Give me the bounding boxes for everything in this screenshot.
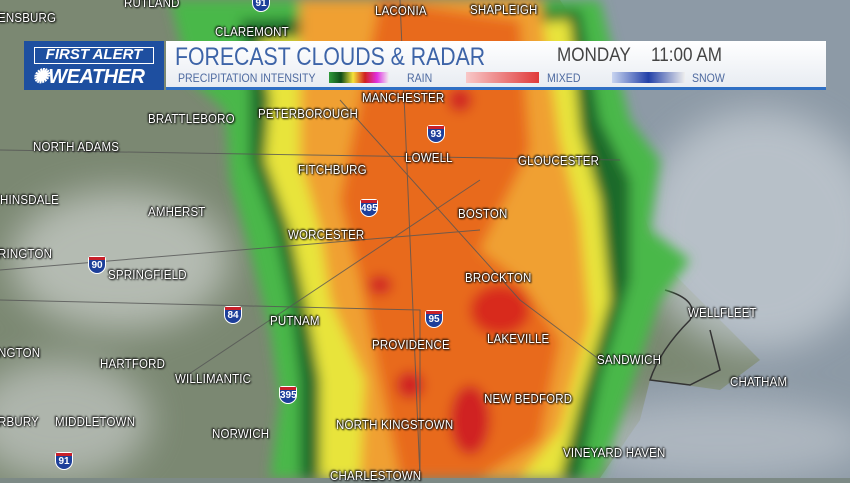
city-label: RBURY <box>0 415 39 429</box>
city-label: BOSTON <box>458 207 508 221</box>
legend-rain: RAIN <box>407 71 433 85</box>
city-label: LOWELL <box>405 151 453 165</box>
city-label: AMHERST <box>148 205 206 219</box>
forecast-day: MONDAY <box>557 45 631 66</box>
forecast-time: 11:00 AM <box>651 45 722 66</box>
highway-shield: 84 <box>224 306 242 324</box>
city-label: MANCHESTER <box>362 91 445 105</box>
cape-cod-coastline <box>648 289 721 386</box>
banner-title: FORECAST CLOUDS & RADAR <box>175 43 486 71</box>
city-label: BRATTLEBORO <box>148 112 235 126</box>
city-label: CHARLESTOWN <box>330 469 422 483</box>
city-label: HARTFORD <box>100 357 166 371</box>
city-label: NORTH KINGSTOWN <box>336 418 454 432</box>
city-label: PUTNAM <box>270 314 320 328</box>
city-label: PETERBOROUGH <box>258 107 358 121</box>
rain-scale <box>329 72 389 83</box>
logo-line1: FIRST ALERT <box>34 47 154 64</box>
snow-scale <box>612 72 685 83</box>
logo-line2-text: WEATHER <box>48 66 145 88</box>
city-label: WELLFLEET <box>688 306 757 320</box>
city-label: CHATHAM <box>730 375 788 389</box>
legend-label: PRECIPITATION INTENSITY <box>178 71 316 85</box>
mixed-scale <box>466 72 539 83</box>
city-label: BROCKTON <box>465 271 532 285</box>
city-label: NEW BEDFORD <box>484 392 573 406</box>
city-label: RUTLAND <box>124 0 180 10</box>
city-label: PROVIDENCE <box>372 338 450 352</box>
legend-mixed: MIXED <box>547 71 581 85</box>
city-label: NGTON <box>0 346 41 360</box>
city-label: NORWICH <box>212 427 270 441</box>
city-label: SHAPLEIGH <box>470 3 538 17</box>
city-label: LAKEVILLE <box>487 332 550 346</box>
highway-shield: 93 <box>427 125 445 143</box>
highway-shield: 95 <box>425 310 443 328</box>
city-label: MIDDLETOWN <box>55 415 136 429</box>
highway-shield: 91 <box>55 452 73 470</box>
city-label: HINSDALE <box>0 193 59 207</box>
city-label: RINGTON <box>0 247 53 261</box>
city-label: GLOUCESTER <box>518 154 600 168</box>
radar-echoes <box>170 0 690 478</box>
banner-panel: FORECAST CLOUDS & RADAR MONDAY 11:00 AM … <box>166 41 826 90</box>
city-label: CLAREMONT <box>215 25 289 39</box>
city-label: FITCHBURG <box>298 163 367 177</box>
city-label: ENSBURG <box>0 11 57 25</box>
city-label: LACONIA <box>375 4 427 18</box>
city-label: SANDWICH <box>597 353 662 367</box>
city-label: WORCESTER <box>288 228 365 242</box>
logo-line2: ✺WEATHER <box>32 66 145 88</box>
nbc-peacock-icon: ✺ <box>32 66 49 88</box>
forecast-banner: FIRST ALERT ✺WEATHER FORECAST CLOUDS & R… <box>24 41 826 90</box>
highway-shield: 395 <box>279 386 297 404</box>
city-label: NORTH ADAMS <box>33 140 120 154</box>
first-alert-weather-logo: FIRST ALERT ✺WEATHER <box>24 41 164 90</box>
city-label: VINEYARD HAVEN <box>563 446 666 460</box>
city-label: SPRINGFIELD <box>108 268 187 282</box>
legend-snow: SNOW <box>692 71 725 85</box>
city-label: WILLIMANTIC <box>175 372 252 386</box>
highway-shield: 495 <box>360 199 378 217</box>
roads <box>0 0 621 478</box>
highway-shield: 90 <box>88 256 106 274</box>
